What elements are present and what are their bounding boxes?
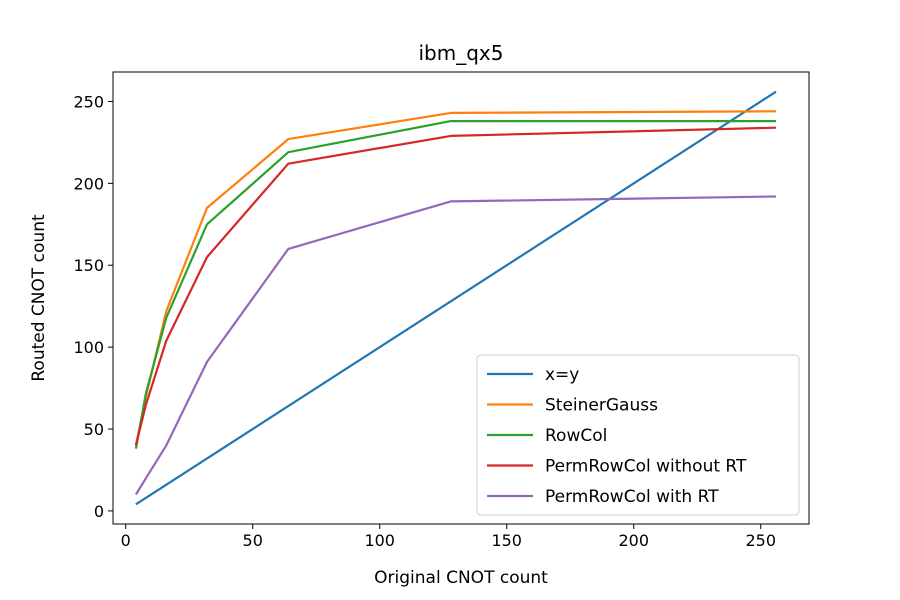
- x-axis-title: Original CNOT count: [374, 568, 548, 588]
- legend-label: RowCol: [545, 426, 607, 446]
- legend-label: x=y: [545, 365, 579, 385]
- series-line-5: [134, 195, 777, 496]
- chart-title: ibm_qx5: [419, 41, 504, 65]
- plot-frame: [112, 71, 810, 525]
- x-tick-label: 50: [243, 531, 263, 550]
- legend: x=y SteinerGauss RowCol PermRowCol without …: [476, 354, 800, 516]
- y-tick-label: 50: [84, 420, 104, 439]
- y-axis-title: Routed CNOT count: [29, 214, 49, 382]
- legend-label: PermRowCol without RT: [545, 457, 747, 477]
- series-lines: [134, 90, 777, 506]
- x-tick-label: 100: [364, 531, 395, 550]
- x-tick-label: 250: [745, 531, 776, 550]
- y-tick-label: 0: [94, 502, 104, 521]
- y-tick-label: 250: [73, 92, 104, 111]
- axis-ticks: 0 50 100 150 200 250 0 50 100 150 200 250: [73, 92, 776, 550]
- x-tick-label: 150: [491, 531, 522, 550]
- x-tick-label: 200: [618, 531, 649, 550]
- y-tick-label: 200: [73, 174, 104, 193]
- series-line-1: [135, 90, 777, 506]
- x-tick-label: 0: [121, 531, 131, 550]
- legend-label: SteinerGauss: [545, 396, 658, 416]
- series-line-4: [134, 126, 777, 446]
- legend-box: [476, 354, 800, 516]
- series-line-3: [134, 119, 776, 449]
- y-tick-label: 100: [73, 338, 104, 357]
- y-tick-label: 150: [73, 256, 104, 275]
- legend-label: PermRowCol with RT: [545, 487, 719, 507]
